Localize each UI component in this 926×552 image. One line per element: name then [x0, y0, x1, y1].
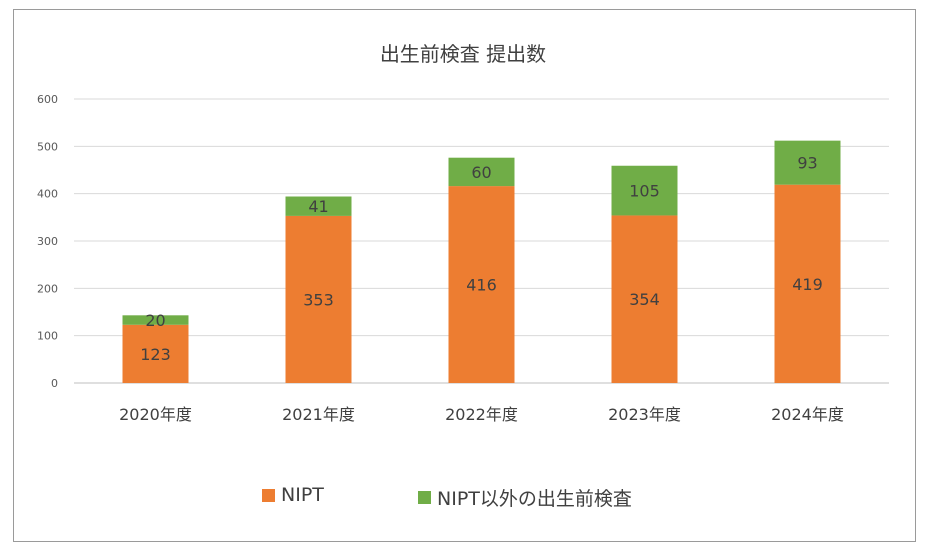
- y-tick-label: 400: [37, 188, 58, 201]
- x-axis-ticks: 2020年度 2021年度 2022年度 2023年度 2024年度: [119, 405, 844, 424]
- data-label: 419: [792, 275, 823, 294]
- bar-segment-nipt: [611, 215, 678, 383]
- data-labels: 123 20 353 41 416 60 354 105 419 93: [140, 154, 823, 364]
- bar-segment-other: [285, 196, 352, 216]
- bar-segment-nipt: [774, 184, 841, 383]
- x-tick-label: 2024年度: [771, 405, 844, 424]
- x-tick-label: 2023年度: [608, 405, 681, 424]
- legend-label-other: NIPT以外の出生前検査: [437, 488, 632, 510]
- y-axis-ticks: 0 100 200 300 400 500 600: [37, 93, 58, 390]
- data-label: 93: [797, 154, 817, 173]
- y-tick-label: 200: [37, 282, 58, 295]
- data-label: 60: [471, 163, 491, 182]
- bar-segment-nipt: [285, 215, 352, 383]
- bar-segment-nipt: [448, 186, 515, 383]
- data-label: 105: [629, 182, 660, 201]
- x-tick-label: 2021年度: [282, 405, 355, 424]
- data-label: 20: [145, 311, 165, 330]
- x-tick-label: 2022年度: [445, 405, 518, 424]
- y-tick-label: 500: [37, 140, 58, 153]
- chart-title: 出生前検査 提出数: [379, 42, 547, 66]
- bars: [122, 140, 841, 383]
- legend-swatch-nipt: [262, 488, 275, 502]
- data-label: 416: [466, 276, 497, 295]
- bar-segment-other: [611, 165, 678, 216]
- y-tick-label: 300: [37, 235, 58, 248]
- bar-segment-other: [122, 315, 189, 325]
- y-tick-label: 0: [51, 377, 58, 390]
- x-tick-label: 2020年度: [119, 405, 192, 424]
- data-label: 123: [140, 345, 171, 364]
- legend-label-nipt: NIPT: [281, 484, 324, 506]
- bar-segment-other: [774, 140, 841, 185]
- y-tick-label: 600: [37, 93, 58, 106]
- bar-segment-other: [448, 157, 515, 187]
- legend-item-other: NIPT以外の出生前検査: [418, 484, 632, 511]
- data-label: 353: [303, 290, 334, 309]
- data-label: 354: [629, 290, 660, 309]
- legend: NIPT NIPT以外の出生前検査: [0, 484, 926, 511]
- legend-swatch-other: [418, 491, 431, 504]
- bar-segment-nipt: [122, 324, 189, 383]
- data-label: 41: [308, 197, 328, 216]
- y-tick-label: 100: [37, 330, 58, 343]
- legend-item-nipt: NIPT: [262, 484, 324, 506]
